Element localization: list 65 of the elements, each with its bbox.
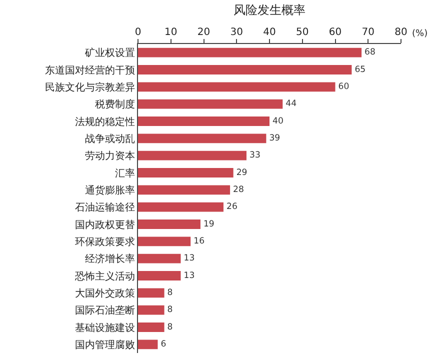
- chart-title: 风险发生概率: [234, 2, 306, 17]
- y-tick-label: 汇率: [115, 167, 135, 180]
- bar: [138, 322, 164, 332]
- bar: [138, 48, 362, 58]
- y-tick-label: 通货膨胀率: [85, 184, 135, 196]
- y-tick-label: 矿业权设置: [84, 47, 135, 60]
- data-label: 6: [160, 340, 166, 350]
- data-label: 13: [184, 254, 195, 264]
- bar: [138, 150, 246, 160]
- bar: [138, 305, 164, 315]
- data-label: 44: [286, 99, 297, 110]
- bar: [138, 288, 164, 298]
- data-label: 60: [338, 82, 350, 92]
- y-tick-label: 国内管理腐败: [75, 338, 135, 351]
- x-tick-label: 20: [197, 27, 210, 38]
- bar: [138, 271, 181, 280]
- bar: [138, 340, 158, 350]
- bar: [138, 99, 283, 109]
- bar: [138, 82, 336, 92]
- bar: [138, 254, 181, 264]
- x-tick-label: 60: [328, 27, 342, 38]
- bar: [138, 236, 191, 246]
- x-tick-label: 10: [164, 27, 178, 38]
- data-label: 65: [354, 64, 366, 75]
- data-label: 16: [194, 236, 205, 247]
- bar: [138, 220, 200, 229]
- data-label: 8: [167, 322, 173, 332]
- y-tick-label: 国际石油垄断: [75, 304, 135, 317]
- x-tick-label: 80: [394, 27, 408, 38]
- x-tick-label: 30: [230, 27, 243, 38]
- y-tick-label: 经济增长率: [85, 253, 135, 266]
- data-label: 33: [249, 150, 260, 161]
- x-tick-label: 40: [263, 27, 276, 38]
- y-tick-label: 国内政权更替: [75, 218, 135, 231]
- bar: [138, 134, 266, 144]
- data-label: 13: [184, 270, 195, 281]
- data-label: 40: [272, 116, 284, 126]
- data-label: 26: [226, 202, 238, 212]
- y-tick-label: 恐怖主义活动: [74, 270, 135, 282]
- data-label: 29: [236, 168, 248, 178]
- bar: [138, 202, 224, 212]
- y-tick-label: 劳动力资本: [85, 150, 135, 162]
- x-tick-label: 50: [296, 27, 309, 38]
- y-tick-label: 税费制度: [95, 98, 135, 111]
- y-tick-label: 基础设施建设: [75, 322, 135, 334]
- data-label: 19: [203, 219, 214, 230]
- y-tick-label: 法规的稳定性: [75, 116, 135, 128]
- data-label: 28: [233, 185, 244, 196]
- y-tick-label: 战争或动乱: [85, 132, 135, 145]
- bar: [138, 168, 234, 178]
- y-tick-label: 环保政策要求: [75, 236, 135, 248]
- x-tick-label: 70: [362, 27, 374, 38]
- data-label: 8: [167, 288, 173, 298]
- x-tick-label: 0: [134, 27, 142, 38]
- data-label: 39: [269, 134, 280, 144]
- bar: [138, 185, 230, 195]
- data-label: 8: [167, 305, 173, 316]
- data-label: 68: [364, 48, 376, 58]
- x-axis-title: (%): [412, 29, 428, 39]
- bar: [138, 65, 352, 74]
- y-tick-label: 石油运输途径: [75, 202, 135, 214]
- y-tick-label: 民族文化与宗教差异: [45, 81, 135, 94]
- y-tick-label: 东道国对经营的干预: [45, 64, 135, 76]
- bar: [138, 116, 270, 126]
- y-tick-label: 大国外交政策: [75, 287, 135, 300]
